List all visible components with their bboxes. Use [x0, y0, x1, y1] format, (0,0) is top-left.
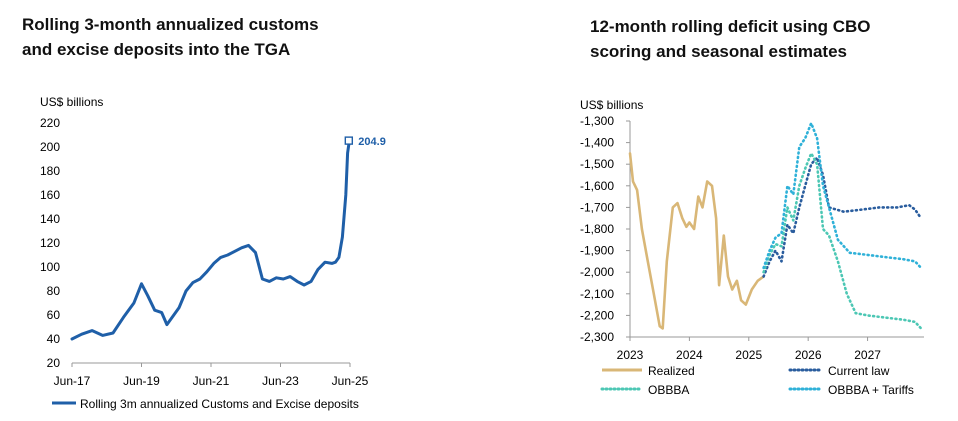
- series-line-current-law: [762, 156, 923, 278]
- y-tick-label: 20: [47, 356, 61, 370]
- x-tick-label: 2024: [676, 348, 703, 362]
- left-x-axis: Jun-17 Jun-19 Jun-21 Jun-23 Jun-25: [54, 362, 369, 388]
- x-tick-label: Jun-25: [332, 374, 369, 388]
- deficit-chart-panel: 12-month rolling deficit using CBO scori…: [560, 0, 958, 421]
- series-line-obbba-tariffs: [762, 121, 923, 270]
- series-line-rolling-3m-annualized-customs-and-excise-deposits: [70, 139, 351, 341]
- y-tick-label: 160: [40, 188, 60, 202]
- callout-label: 204.9: [358, 136, 386, 148]
- y-tick-label: -2,100: [580, 287, 614, 301]
- y-tick-label: 120: [40, 236, 60, 250]
- y-tick-label: 40: [47, 332, 61, 346]
- right-unit-label: US$ billions: [580, 98, 643, 112]
- y-tick-label: 200: [40, 140, 60, 154]
- y-tick-label: -1,400: [580, 136, 614, 150]
- series-line-realized: [628, 152, 765, 330]
- x-tick-label: 2023: [617, 348, 644, 362]
- callout-marker: [344, 136, 354, 145]
- y-tick-label: -2,000: [580, 265, 614, 279]
- customs-excise-chart-panel: Rolling 3-month annualized customs and e…: [0, 0, 470, 421]
- left-legend: Rolling 3m annualized Customs and Excise…: [52, 397, 359, 411]
- x-tick-label: Jun-21: [193, 374, 230, 388]
- legend-label-realized: Realized: [648, 364, 695, 378]
- right-chart-title: 12-month rolling deficit using CBO scori…: [590, 17, 871, 61]
- y-tick-label: -2,300: [580, 330, 614, 344]
- y-tick-label: -1,300: [580, 114, 614, 128]
- x-tick-label: 2026: [795, 348, 822, 362]
- y-tick-label: -1,500: [580, 157, 614, 171]
- y-tick-label: 220: [40, 116, 60, 130]
- y-tick-label: 140: [40, 212, 60, 226]
- y-tick-label: 100: [40, 260, 60, 274]
- right-x-axis: 2023 2024 2025 2026 2027: [617, 336, 924, 362]
- x-tick-label: Jun-17: [54, 374, 91, 388]
- legend-label-obbba: OBBBA: [648, 383, 689, 397]
- y-tick-label: -1,900: [580, 244, 614, 258]
- x-tick-label: 2025: [735, 348, 762, 362]
- legend-label-obbba-tariffs: OBBBA + Tariffs: [828, 383, 914, 397]
- right-legend: Realized Current law OBBBA OBBBA + Tarif…: [600, 364, 914, 397]
- y-tick-label: -1,800: [580, 222, 614, 236]
- left-unit-label: US$ billions: [40, 95, 103, 109]
- y-tick-label: 80: [47, 284, 61, 298]
- x-tick-label: Jun-19: [123, 374, 160, 388]
- left-plot-area: 204.9: [70, 136, 386, 341]
- y-tick-label: 60: [47, 308, 61, 322]
- y-tick-label: -1,600: [580, 179, 614, 193]
- left-chart-title: Rolling 3-month annualized customs and e…: [22, 15, 319, 59]
- y-tick-label: -1,700: [580, 200, 614, 214]
- y-tick-label: -2,200: [580, 308, 614, 322]
- x-tick-label: Jun-23: [262, 374, 299, 388]
- y-tick-label: 180: [40, 164, 60, 178]
- legend-label-current-law: Current law: [828, 364, 890, 378]
- right-plot-area: [628, 121, 923, 330]
- left-y-axis: 20 40 60 80 100 120 140 160 180 200 220: [40, 116, 60, 370]
- series-line-obbba: [762, 152, 923, 330]
- deficit-chart: US$ billions -2,300 -2,200 -2,100 -2,000 -1,…: [580, 98, 924, 397]
- left-legend-label: Rolling 3m annualized Customs and Excise…: [80, 397, 359, 411]
- customs-excise-chart: US$ billions 204060801001201401601802002…: [40, 95, 386, 411]
- x-tick-label: 2027: [854, 348, 881, 362]
- right-y-axis: -2,300 -2,200 -2,100 -2,000 -1,900 -1,800 -1,7…: [580, 114, 631, 344]
